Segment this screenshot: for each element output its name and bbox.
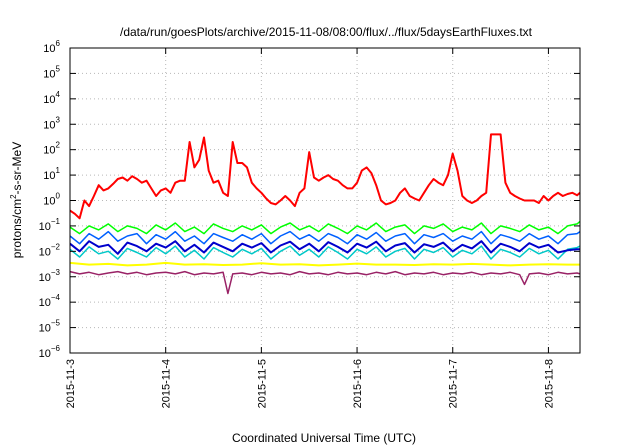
y-tick-label: 10−5	[39, 319, 61, 335]
y-tick-label: 106	[43, 39, 60, 55]
series-line-5	[69, 240, 580, 255]
y-tick-exponent: −5	[51, 319, 61, 328]
series-line-1	[69, 133, 581, 220]
y-tick-exponent: 0	[56, 192, 61, 201]
x-tick-labels: 2015-11-3 2015-11-4 2015-11-5 2015-11-6 2015…	[65, 359, 555, 408]
y-tick-exponent: −2	[51, 242, 61, 251]
y-tick-label: 101	[43, 166, 60, 182]
x-tick-label: 2015-11-4	[161, 359, 173, 408]
y-tick-label: 10−4	[39, 293, 61, 309]
y-axis-label: protons/cm2-s-sr-MeV	[9, 142, 24, 258]
x-tick-label: 2015-11-8	[543, 359, 555, 408]
y-tick-label: 102	[43, 141, 60, 157]
y-tick-label: 105	[43, 64, 60, 80]
x-axis-label: Coordinated Universal Time (UTC)	[232, 431, 416, 445]
x-tick-label: 2015-11-5	[256, 359, 268, 408]
y-tick-exponent: −3	[51, 268, 61, 277]
series-line-6	[69, 261, 580, 267]
axis-ticks	[69, 47, 580, 354]
x-tick-label: 2015-11-6	[352, 359, 364, 408]
series-line-2	[69, 220, 581, 235]
y-tick-exponent: 4	[56, 90, 61, 99]
y-tick-exponent: 6	[56, 39, 61, 48]
y-tick-label: 10−2	[39, 242, 61, 258]
series-line-3	[69, 230, 581, 245]
series-lines	[69, 133, 581, 295]
series-line-7	[69, 270, 581, 295]
x-tick-label: 2015-11-3	[65, 359, 77, 408]
chart-title: /data/run/goesPlots/archive/2015-11-08/0…	[120, 25, 533, 39]
grid	[70, 48, 580, 353]
y-tick-labels: 10−610−510−410−310−210−11001011021031041…	[39, 39, 61, 360]
y-tick-exponent: 2	[56, 141, 61, 150]
x-tick-label: 2015-11-7	[448, 359, 460, 408]
y-tick-exponent: −4	[51, 293, 61, 302]
y-tick-exponent: −6	[51, 344, 61, 353]
y-tick-exponent: 1	[56, 166, 61, 175]
y-tick-exponent: −1	[51, 217, 61, 226]
y-tick-exponent: 3	[56, 115, 61, 124]
series-line-4	[69, 245, 581, 260]
y-tick-label: 10−3	[39, 268, 61, 284]
y-tick-label: 100	[43, 192, 60, 208]
y-tick-exponent: 5	[56, 64, 61, 73]
y-tick-label: 10−6	[39, 344, 61, 360]
y-tick-label: 10−1	[39, 217, 61, 233]
y-tick-label: 104	[43, 90, 60, 106]
y-tick-label: 103	[43, 115, 60, 131]
